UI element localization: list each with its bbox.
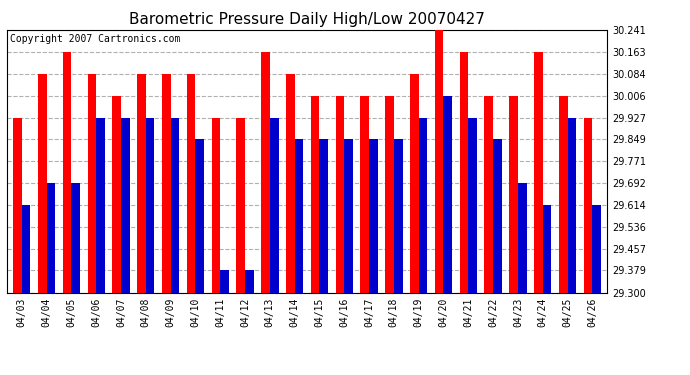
Bar — [13, 118, 22, 292]
Bar — [88, 74, 96, 292]
Bar — [559, 96, 567, 292]
Bar — [493, 140, 502, 292]
Bar — [220, 270, 229, 292]
Bar — [534, 52, 543, 292]
Bar — [419, 118, 427, 292]
Title: Barometric Pressure Daily High/Low 20070427: Barometric Pressure Daily High/Low 20070… — [129, 12, 485, 27]
Bar — [592, 205, 601, 292]
Bar — [195, 140, 204, 292]
Bar — [245, 270, 254, 292]
Bar — [410, 74, 419, 292]
Bar — [509, 96, 518, 292]
Bar — [146, 118, 155, 292]
Bar — [567, 118, 576, 292]
Bar — [38, 74, 47, 292]
Bar — [270, 118, 279, 292]
Bar — [187, 74, 195, 292]
Bar — [212, 118, 220, 292]
Bar — [360, 96, 369, 292]
Bar — [22, 205, 30, 292]
Bar — [71, 183, 80, 292]
Bar — [444, 96, 452, 292]
Bar — [385, 96, 394, 292]
Bar — [137, 74, 146, 292]
Bar — [286, 74, 295, 292]
Bar — [518, 183, 526, 292]
Bar — [170, 118, 179, 292]
Bar — [121, 118, 130, 292]
Bar — [47, 183, 55, 292]
Bar — [237, 118, 245, 292]
Bar — [435, 30, 444, 292]
Bar — [63, 52, 71, 292]
Bar — [344, 140, 353, 292]
Text: Copyright 2007 Cartronics.com: Copyright 2007 Cartronics.com — [10, 34, 180, 44]
Bar — [310, 96, 319, 292]
Bar — [112, 96, 121, 292]
Bar — [484, 96, 493, 292]
Bar — [584, 118, 592, 292]
Bar — [394, 140, 402, 292]
Bar — [162, 74, 170, 292]
Bar — [261, 52, 270, 292]
Bar — [369, 140, 377, 292]
Bar — [543, 205, 551, 292]
Bar — [335, 96, 344, 292]
Bar — [469, 118, 477, 292]
Bar — [319, 140, 328, 292]
Bar — [295, 140, 304, 292]
Bar — [96, 118, 105, 292]
Bar — [460, 52, 469, 292]
